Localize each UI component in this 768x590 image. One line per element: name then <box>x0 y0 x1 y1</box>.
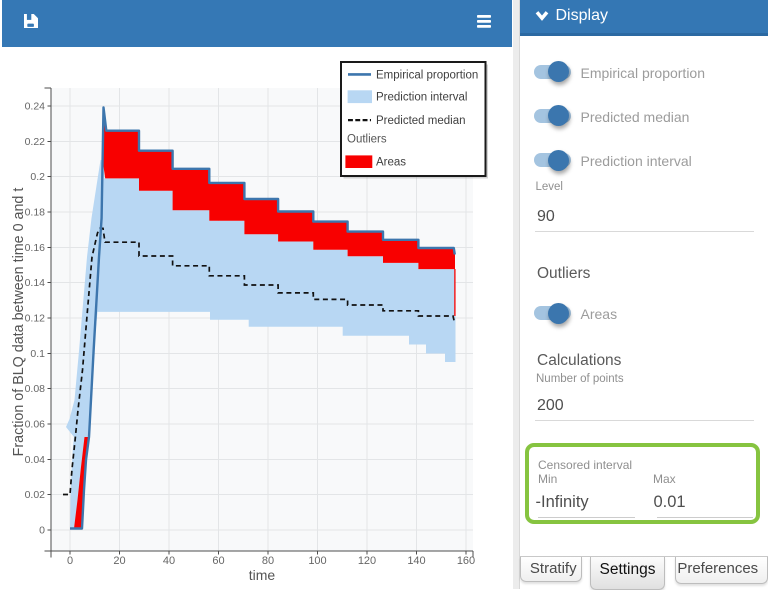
svg-text:120: 120 <box>358 555 376 567</box>
svg-text:0.16: 0.16 <box>25 242 46 254</box>
svg-text:Empirical proportion: Empirical proportion <box>376 69 478 81</box>
svg-text:0.08: 0.08 <box>25 383 46 395</box>
svg-text:0.02: 0.02 <box>25 489 46 501</box>
svg-text:Areas: Areas <box>376 157 406 169</box>
svg-text:60: 60 <box>212 555 224 567</box>
svg-text:Predicted median: Predicted median <box>376 115 466 127</box>
svg-text:Outliers: Outliers <box>347 133 387 145</box>
svg-text:80: 80 <box>262 555 274 567</box>
svg-text:0.24: 0.24 <box>25 101 46 113</box>
svg-text:40: 40 <box>163 555 175 567</box>
svg-text:0.18: 0.18 <box>25 207 46 219</box>
svg-text:0.1: 0.1 <box>30 348 45 360</box>
svg-text:160: 160 <box>457 555 475 567</box>
svg-text:20: 20 <box>113 555 125 567</box>
svg-text:0.22: 0.22 <box>25 136 46 148</box>
svg-text:0.2: 0.2 <box>30 171 45 183</box>
svg-text:time: time <box>249 567 276 583</box>
svg-text:0.12: 0.12 <box>25 313 46 325</box>
svg-text:0: 0 <box>39 525 45 537</box>
svg-text:Prediction interval: Prediction interval <box>376 91 467 103</box>
svg-text:Fraction of BLQ data between t: Fraction of BLQ data between time 0 and … <box>11 188 27 457</box>
svg-text:0.04: 0.04 <box>25 454 46 466</box>
svg-text:140: 140 <box>407 555 425 567</box>
svg-text:100: 100 <box>308 555 326 567</box>
svg-text:0.14: 0.14 <box>25 277 46 289</box>
svg-text:0.06: 0.06 <box>25 419 46 431</box>
svg-text:0: 0 <box>67 555 73 567</box>
